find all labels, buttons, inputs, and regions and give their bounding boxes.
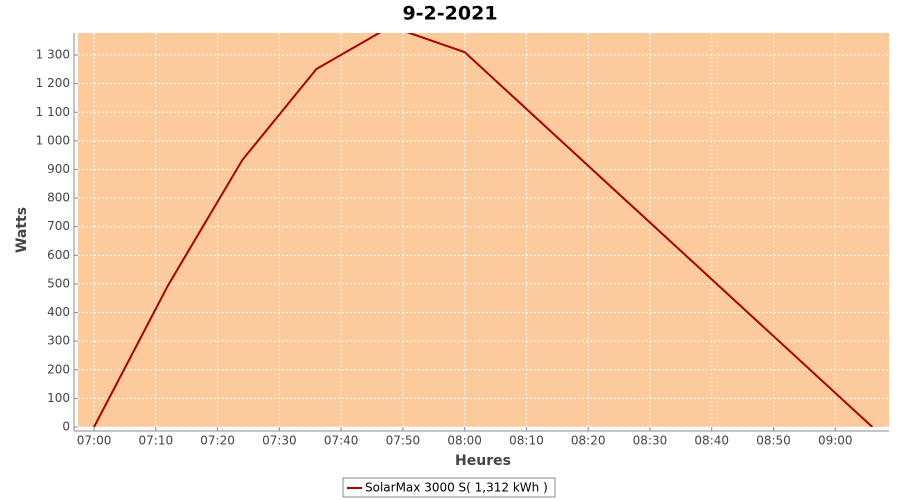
- x-tick-label: 08:50: [756, 434, 791, 448]
- y-tick-label: 800: [47, 191, 70, 205]
- x-tick-label: 09:00: [818, 434, 853, 448]
- x-tick-label: 08:40: [694, 434, 729, 448]
- y-tick-label: 700: [47, 219, 70, 233]
- plot-background: [78, 33, 889, 427]
- x-tick-label: 07:10: [139, 434, 174, 448]
- chart-title: 9-2-2021: [402, 3, 497, 25]
- series-line: [93, 33, 873, 427]
- x-tick-label: 07:40: [324, 434, 359, 448]
- legend-label: SolarMax 3000 S( 1,312 kWh ): [365, 481, 548, 495]
- legend-box: [342, 477, 556, 498]
- y-tick-label: 200: [47, 362, 70, 376]
- x-tick-label: 08:10: [509, 434, 544, 448]
- plot-area: [78, 33, 889, 428]
- x-tick-label: 07:30: [262, 434, 297, 448]
- y-tick-label: 600: [47, 248, 70, 262]
- x-tick-label: 08:30: [633, 434, 668, 448]
- y-tick-label: 900: [47, 162, 70, 176]
- y-tick-label: 100: [47, 391, 70, 405]
- y-tick-label: 300: [47, 334, 70, 348]
- y-tick-label: 1 200: [36, 76, 70, 90]
- y-axis-label: Watts: [14, 207, 30, 253]
- y-tick-label: 0: [62, 420, 70, 434]
- x-tick-label: 07:20: [200, 434, 235, 448]
- x-tick-label: 08:00: [447, 434, 482, 448]
- x-tick-label: 08:20: [571, 434, 606, 448]
- y-tick-label: 1 000: [36, 133, 70, 147]
- x-axis-label: Heures: [455, 453, 511, 469]
- x-tick-label: 07:50: [386, 434, 421, 448]
- x-tick-label: 07:00: [77, 434, 112, 448]
- y-tick-label: 500: [47, 276, 70, 290]
- y-tick-label: 400: [47, 305, 70, 319]
- y-tick-label: 1 100: [36, 105, 70, 119]
- y-tick-label: 1 300: [36, 48, 70, 62]
